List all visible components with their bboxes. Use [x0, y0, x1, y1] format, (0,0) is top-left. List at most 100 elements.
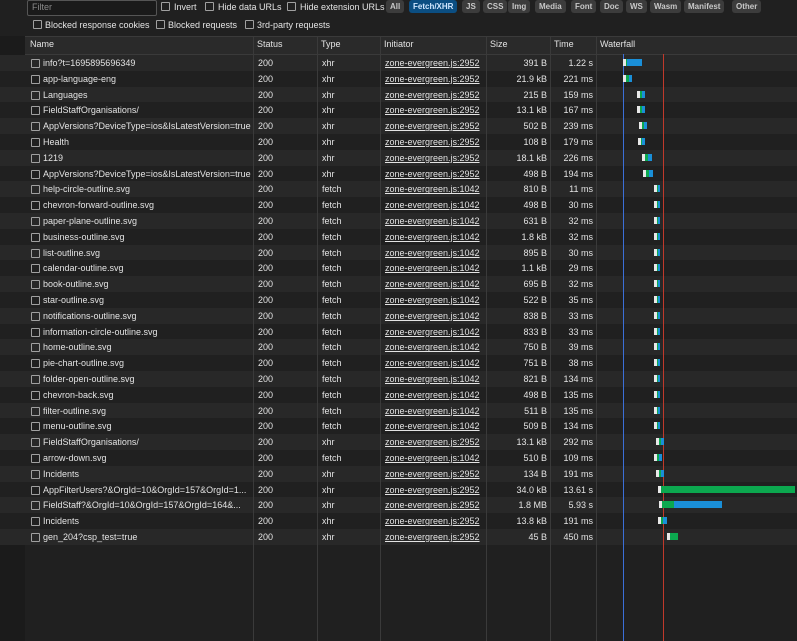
initiator-cell[interactable]: zone-evergreen.js:2952: [385, 497, 483, 513]
initiator-cell[interactable]: zone-evergreen.js:2952: [385, 71, 483, 87]
column-header[interactable]: Time: [554, 36, 574, 53]
type-filter-button[interactable]: WS: [626, 0, 647, 13]
request-row[interactable]: 1219200xhrzone-evergreen.js:295218.1 kB2…: [0, 150, 797, 166]
initiator-cell[interactable]: zone-evergreen.js:1042: [385, 339, 483, 355]
request-row[interactable]: chevron-back.svg200fetchzone-evergreen.j…: [0, 387, 797, 403]
initiator-cell[interactable]: zone-evergreen.js:2952: [385, 466, 483, 482]
initiator-cell[interactable]: zone-evergreen.js:1042: [385, 308, 483, 324]
checkbox[interactable]: [33, 20, 42, 29]
request-row[interactable]: book-outline.svg200fetchzone-evergreen.j…: [0, 276, 797, 292]
checkbox-label: Hide extension URLs: [300, 2, 385, 12]
type-filter-button[interactable]: Fetch/XHR: [409, 0, 457, 13]
checkbox[interactable]: [205, 2, 214, 11]
row-icon: [31, 185, 40, 194]
name-cell: AppFilterUsers?&OrgId=10&OrgId=157&OrgId…: [43, 482, 252, 498]
column-header[interactable]: Type: [321, 36, 341, 53]
type-filter-button[interactable]: Wasm: [650, 0, 681, 13]
request-row[interactable]: pie-chart-outline.svg200fetchzone-evergr…: [0, 355, 797, 371]
request-row[interactable]: star-outline.svg200fetchzone-evergreen.j…: [0, 292, 797, 308]
request-row[interactable]: FieldStaffOrganisations/200xhrzone-everg…: [0, 102, 797, 118]
initiator-cell[interactable]: zone-evergreen.js:2952: [385, 102, 483, 118]
initiator-cell[interactable]: zone-evergreen.js:1042: [385, 387, 483, 403]
initiator-cell[interactable]: zone-evergreen.js:2952: [385, 87, 483, 103]
initiator-cell[interactable]: zone-evergreen.js:2952: [385, 434, 483, 450]
name-cell: gen_204?csp_test=true: [43, 529, 252, 545]
row-icon: [31, 91, 40, 100]
request-row[interactable]: information-circle-outline.svg200fetchzo…: [0, 324, 797, 340]
initiator-cell[interactable]: zone-evergreen.js:1042: [385, 292, 483, 308]
request-row[interactable]: home-outline.svg200fetchzone-evergreen.j…: [0, 339, 797, 355]
name-cell: calendar-outline.svg: [43, 260, 252, 276]
request-row[interactable]: AppVersions?DeviceType=ios&IsLatestVersi…: [0, 166, 797, 182]
type-filter-button[interactable]: Doc: [600, 0, 623, 13]
request-row[interactable]: business-outline.svg200fetchzone-evergre…: [0, 229, 797, 245]
initiator-cell[interactable]: zone-evergreen.js:1042: [385, 418, 483, 434]
column-header[interactable]: Name: [30, 36, 54, 53]
type-filter-button[interactable]: CSS: [483, 0, 507, 13]
type-filter-button[interactable]: Media: [535, 0, 566, 13]
initiator-cell[interactable]: zone-evergreen.js:1042: [385, 403, 483, 419]
request-row[interactable]: arrow-down.svg200fetchzone-evergreen.js:…: [0, 450, 797, 466]
initiator-cell[interactable]: zone-evergreen.js:2952: [385, 150, 483, 166]
request-row[interactable]: paper-plane-outline.svg200fetchzone-ever…: [0, 213, 797, 229]
checkbox[interactable]: [161, 2, 170, 11]
size-cell: 502 B: [491, 118, 547, 134]
filter-input[interactable]: Filter: [27, 0, 157, 16]
column-header[interactable]: Initiator: [384, 36, 414, 53]
type-filter-button[interactable]: Manifest: [684, 0, 724, 13]
status-cell: 200: [258, 403, 314, 419]
initiator-cell[interactable]: zone-evergreen.js:1042: [385, 181, 483, 197]
initiator-cell[interactable]: zone-evergreen.js:1042: [385, 229, 483, 245]
request-row[interactable]: calendar-outline.svg200fetchzone-evergre…: [0, 260, 797, 276]
request-row[interactable]: AppVersions?DeviceType=ios&IsLatestVersi…: [0, 118, 797, 134]
request-row[interactable]: filter-outline.svg200fetchzone-evergreen…: [0, 403, 797, 419]
request-row[interactable]: menu-outline.svg200fetchzone-evergreen.j…: [0, 418, 797, 434]
request-row[interactable]: FieldStaffOrganisations/200xhrzone-everg…: [0, 434, 797, 450]
initiator-cell[interactable]: zone-evergreen.js:1042: [385, 355, 483, 371]
initiator-cell[interactable]: zone-evergreen.js:2952: [385, 118, 483, 134]
request-row[interactable]: Languages200xhrzone-evergreen.js:2952215…: [0, 87, 797, 103]
type-filter-button[interactable]: JS: [462, 0, 480, 13]
request-row[interactable]: Health200xhrzone-evergreen.js:2952108 B1…: [0, 134, 797, 150]
column-header[interactable]: Status: [257, 36, 283, 53]
initiator-cell[interactable]: zone-evergreen.js:2952: [385, 134, 483, 150]
waterfall-download: [658, 185, 660, 192]
request-row[interactable]: Incidents200xhrzone-evergreen.js:2952134…: [0, 466, 797, 482]
initiator-cell[interactable]: zone-evergreen.js:2952: [385, 482, 483, 498]
request-row[interactable]: help-circle-outline.svg200fetchzone-ever…: [0, 181, 797, 197]
request-row[interactable]: chevron-forward-outline.svg200fetchzone-…: [0, 197, 797, 213]
column-header[interactable]: Size: [490, 36, 508, 53]
time-cell: 191 ms: [555, 466, 593, 482]
request-row[interactable]: folder-open-outline.svg200fetchzone-ever…: [0, 371, 797, 387]
initiator-cell[interactable]: zone-evergreen.js:1042: [385, 260, 483, 276]
column-separator: [550, 36, 551, 641]
initiator-cell[interactable]: zone-evergreen.js:1042: [385, 371, 483, 387]
type-filter-button[interactable]: Font: [571, 0, 596, 13]
type-filter-button[interactable]: All: [386, 0, 404, 13]
checkbox[interactable]: [245, 20, 254, 29]
initiator-cell[interactable]: zone-evergreen.js:2952: [385, 513, 483, 529]
type-filter-button[interactable]: Img: [508, 0, 530, 13]
request-row[interactable]: notifications-outline.svg200fetchzone-ev…: [0, 308, 797, 324]
initiator-cell[interactable]: zone-evergreen.js:1042: [385, 324, 483, 340]
status-cell: 200: [258, 71, 314, 87]
request-row[interactable]: Incidents200xhrzone-evergreen.js:295213.…: [0, 513, 797, 529]
initiator-cell[interactable]: zone-evergreen.js:1042: [385, 213, 483, 229]
type-filter-button[interactable]: Other: [732, 0, 761, 13]
request-row[interactable]: app-language-eng200xhrzone-evergreen.js:…: [0, 71, 797, 87]
initiator-cell[interactable]: zone-evergreen.js:2952: [385, 166, 483, 182]
request-row[interactable]: list-outline.svg200fetchzone-evergreen.j…: [0, 245, 797, 261]
checkbox[interactable]: [156, 20, 165, 29]
initiator-cell[interactable]: zone-evergreen.js:2952: [385, 55, 483, 71]
request-row[interactable]: info?t=1695895696349200xhrzone-evergreen…: [0, 55, 797, 71]
column-header[interactable]: Waterfall: [600, 36, 635, 53]
initiator-cell[interactable]: zone-evergreen.js:1042: [385, 276, 483, 292]
initiator-cell[interactable]: zone-evergreen.js:1042: [385, 245, 483, 261]
initiator-cell[interactable]: zone-evergreen.js:2952: [385, 529, 483, 545]
checkbox[interactable]: [287, 2, 296, 11]
initiator-cell[interactable]: zone-evergreen.js:1042: [385, 197, 483, 213]
size-cell: 108 B: [491, 134, 547, 150]
size-cell: 18.1 kB: [491, 150, 547, 166]
initiator-cell[interactable]: zone-evergreen.js:1042: [385, 450, 483, 466]
